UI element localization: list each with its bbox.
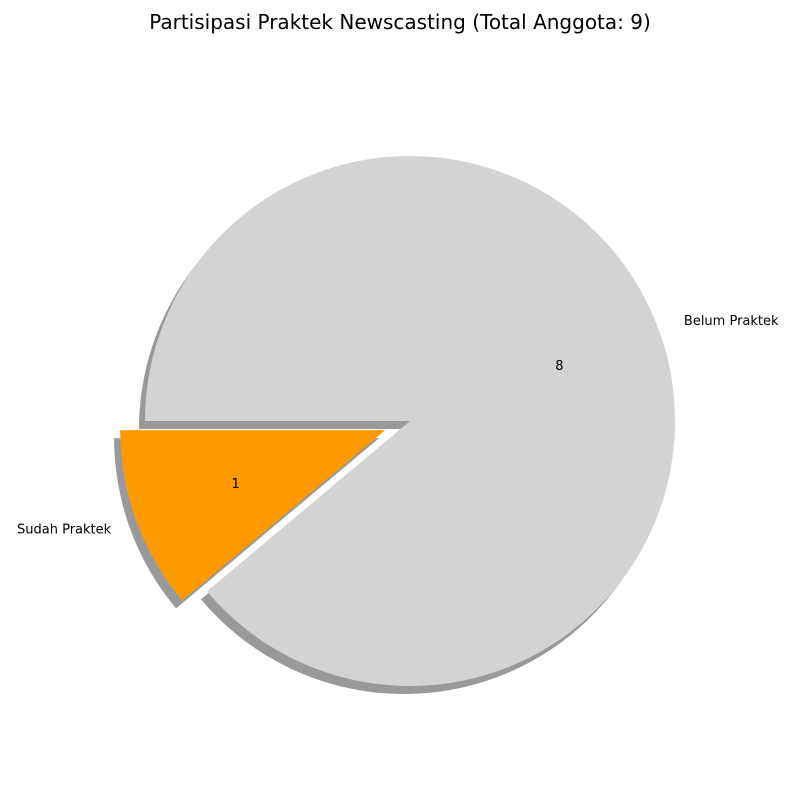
pie-slice-layer: [120, 156, 675, 687]
pie-value-label-sudah-praktek: 1: [232, 477, 240, 492]
pie-slice-belum-praktek: [145, 156, 675, 687]
pie-label-layer: Sudah Praktek 1 Belum Praktek 8: [17, 314, 779, 537]
pie-value-label-belum-praktek: 8: [555, 359, 563, 374]
chart-title: Partisipasi Praktek Newscasting (Total A…: [149, 10, 651, 34]
pie-category-label-sudah-praktek: Sudah Praktek: [17, 522, 112, 537]
pie-category-label-belum-praktek: Belum Praktek: [684, 314, 779, 329]
pie-slice-sudah-praktek: [120, 430, 386, 601]
